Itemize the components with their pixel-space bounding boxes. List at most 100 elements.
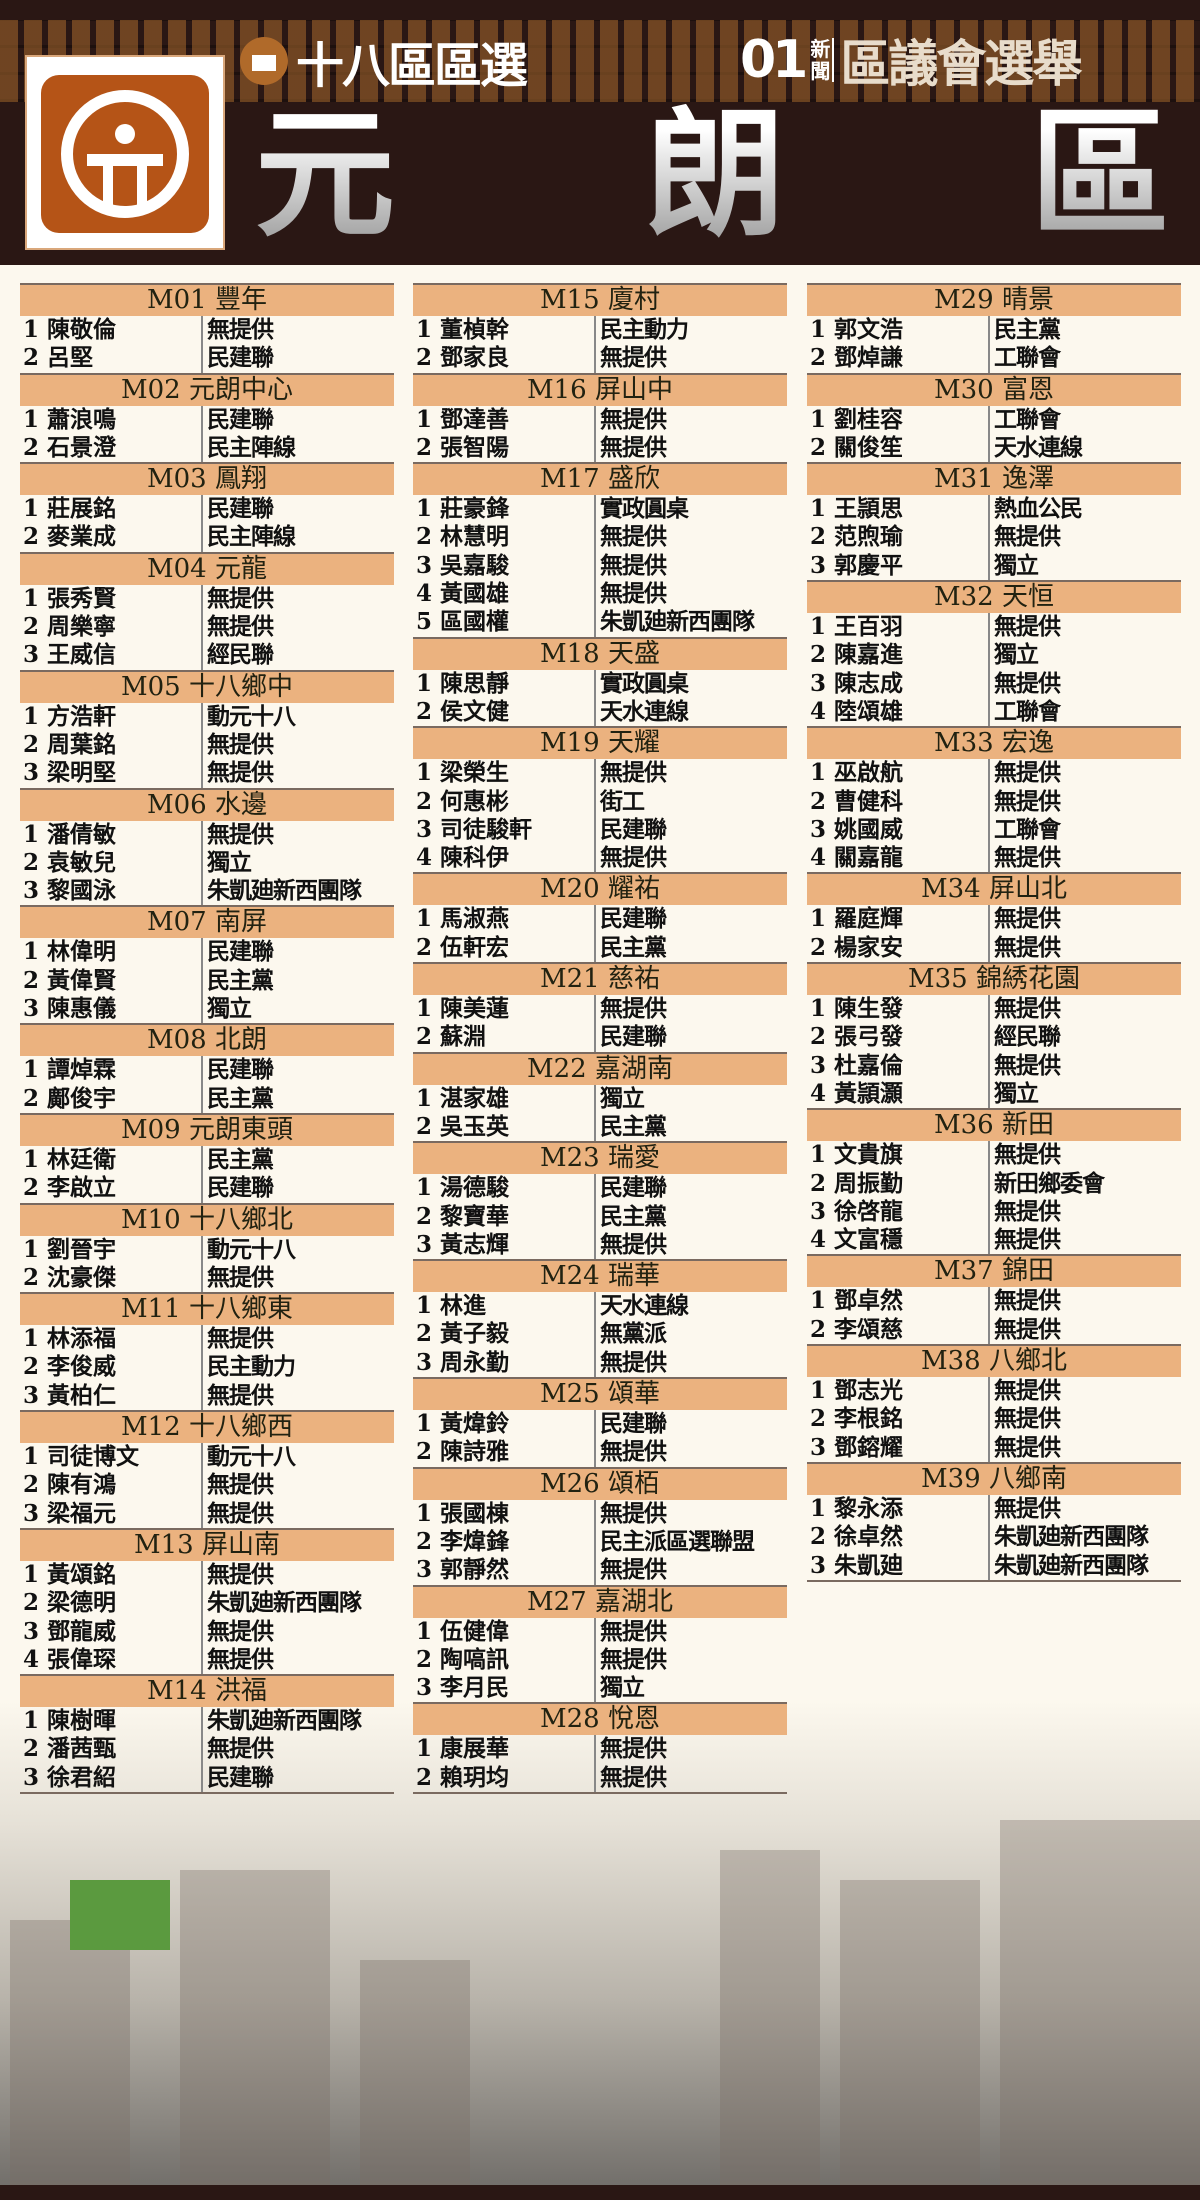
candidate-name: 2 李根銘 — [807, 1405, 990, 1434]
candidate-row: 3 梁福元 無提供 — [20, 1499, 394, 1528]
constituency-header: M22 嘉湖南 — [413, 1051, 787, 1085]
candidate-party: 無提供 — [600, 1617, 667, 1645]
candidate-party: 無提供 — [994, 669, 1061, 697]
candidate-row: 2 黎寶華 民主黨 — [413, 1202, 787, 1231]
candidate-row: 3 郭慶平 獨立 — [807, 551, 1181, 581]
candidate-party: 朱凱廸新西團隊 — [207, 877, 362, 905]
candidate-party: 動元十八 — [207, 1443, 296, 1471]
candidate-row: 3 李月民 獨立 — [413, 1674, 787, 1703]
candidate-name: 1 張國棟 — [413, 1499, 596, 1528]
candidate-name: 3 姚國威 — [807, 815, 990, 845]
candidate-row: 3 陳志成 無提供 — [807, 669, 1181, 698]
candidate-party: 實政圓桌 — [600, 669, 689, 697]
constituency-header: M36 新田 — [807, 1108, 1181, 1142]
candidate-row: 2 李根銘 無提供 — [807, 1405, 1181, 1434]
candidate-party: 無提供 — [994, 1141, 1061, 1169]
candidate-name: 1 鄧志光 — [807, 1377, 990, 1406]
candidate-party: 民建聯 — [600, 815, 667, 843]
candidate-row: 2 梁德明 朱凱廸新西團隊 — [20, 1589, 394, 1618]
candidate-name: 2 鄧焯謙 — [807, 344, 990, 373]
constituency-header: M04 元龍 — [20, 551, 394, 585]
candidate-row: 2 張智陽 無提供 — [413, 433, 787, 463]
constituency-header: M14 洪福 — [20, 1674, 394, 1708]
candidate-row: 1 王頴思 熱血公民 — [807, 495, 1181, 524]
constituency-header: M05 十八鄉中 — [20, 669, 394, 703]
candidate-name: 1 林偉明 — [20, 938, 203, 967]
candidate-row: 2 關俊笙 天水連線 — [807, 433, 1181, 463]
candidate-party: 無黨派 — [600, 1320, 667, 1348]
candidate-row: 1 陳生發 無提供 — [807, 995, 1181, 1024]
candidate-row: 1 譚焯霖 民建聯 — [20, 1056, 394, 1085]
constituency-header: M30 富恩 — [807, 372, 1181, 406]
candidate-party: 無提供 — [600, 1763, 667, 1791]
candidate-party: 無提供 — [207, 730, 274, 758]
candidate-party: 無提供 — [600, 1348, 667, 1376]
candidate-name: 4 陸頌雄 — [807, 697, 990, 727]
candidate-row: 1 張秀賢 無提供 — [20, 584, 394, 614]
candidate-party: 無提供 — [994, 523, 1061, 551]
candidate-row: 4 黃頴灝 獨立 — [807, 1079, 1181, 1109]
candidate-row: 3 朱凱廸 朱凱廸新西團隊 — [807, 1551, 1181, 1580]
candidate-row: 5 區國權 朱凱廸新西團隊 — [413, 608, 787, 637]
constituency-header: M38 八鄉北 — [807, 1344, 1181, 1378]
constituency-header: M17 盛欣 — [413, 462, 787, 496]
candidate-name: 3 吳嘉駿 — [413, 551, 596, 581]
candidate-name: 2 沈豪傑 — [20, 1263, 203, 1293]
candidate-row: 3 吳嘉駿 無提供 — [413, 551, 787, 581]
candidate-row: 1 黃煒鈴 民建聯 — [413, 1410, 787, 1439]
candidate-party: 無提供 — [207, 1645, 274, 1673]
candidate-party: 獨立 — [600, 1084, 645, 1112]
candidate-row: 1 陳思靜 實政圓桌 — [413, 669, 787, 698]
candidate-party: 無提供 — [207, 1381, 274, 1409]
candidate-party: 獨立 — [994, 641, 1039, 669]
candidate-name: 5 區國權 — [413, 608, 596, 637]
candidate-row: 1 林進 天水連線 — [413, 1292, 787, 1321]
candidate-name: 2 曹健科 — [807, 787, 990, 816]
candidate-name: 3 郭慶平 — [807, 551, 990, 581]
constituency-header: M06 水邊 — [20, 787, 394, 821]
candidate-party: 民建聯 — [207, 405, 274, 433]
candidate-row: 2 周葉銘 無提供 — [20, 730, 394, 760]
candidate-row: 3 郭靜然 無提供 — [413, 1556, 787, 1585]
candidate-row: 1 梁榮生 無提供 — [413, 759, 787, 788]
candidate-row: 1 林偉明 民建聯 — [20, 938, 394, 967]
candidate-party: 天水連線 — [600, 697, 689, 725]
street-photo-background — [0, 1700, 1200, 2200]
candidate-row: 4 文富穩 無提供 — [807, 1226, 1181, 1255]
candidate-party: 獨立 — [994, 1079, 1039, 1107]
candidate-row: 3 黃柏仁 無提供 — [20, 1381, 394, 1411]
candidate-name: 2 林慧明 — [413, 523, 596, 552]
candidate-row: 2 何惠彬 街工 — [413, 787, 787, 816]
constituency-header: M37 錦田 — [807, 1254, 1181, 1288]
candidate-party: 無提供 — [994, 759, 1061, 787]
candidate-party: 天水連線 — [994, 433, 1083, 461]
candidate-party: 獨立 — [207, 848, 252, 876]
candidate-name: 2 石景澄 — [20, 433, 203, 463]
candidate-row: 3 陳惠儀 獨立 — [20, 995, 394, 1024]
candidate-name: 3 黃志輝 — [413, 1230, 596, 1260]
candidate-party: 經民聯 — [994, 1023, 1061, 1051]
candidate-party: 無提供 — [207, 1617, 274, 1645]
constituency-header: M32 天恒 — [807, 580, 1181, 614]
candidate-row: 2 黃子毅 無黨派 — [413, 1320, 787, 1349]
candidate-row: 1 陳敬倫 無提供 — [20, 316, 394, 345]
candidate-party: 獨立 — [994, 551, 1039, 579]
candidate-row: 2 李啟立 民建聯 — [20, 1174, 394, 1203]
page-title-char-2: 朗 — [645, 93, 786, 257]
candidate-name: 3 梁明堅 — [20, 759, 203, 788]
candidate-party: 無提供 — [600, 433, 667, 461]
candidate-name: 2 黃子毅 — [413, 1320, 596, 1349]
column-end-divider — [20, 1791, 394, 1794]
candidate-party: 無提供 — [994, 1494, 1061, 1522]
constituency-header: M10 十八鄉北 — [20, 1202, 394, 1236]
candidate-party: 朱凱廸新西團隊 — [994, 1551, 1149, 1579]
candidate-name: 1 鄧達善 — [413, 405, 596, 434]
candidate-name: 3 徐啓龍 — [807, 1197, 990, 1227]
candidate-name: 2 陳有鴻 — [20, 1471, 203, 1500]
candidate-row: 3 徐啓龍 無提供 — [807, 1197, 1181, 1227]
candidate-name: 2 麥業成 — [20, 523, 203, 552]
candidate-party: 無提供 — [207, 1735, 274, 1763]
candidate-party: 民建聯 — [207, 495, 274, 523]
candidate-row: 1 陳美蓮 無提供 — [413, 995, 787, 1024]
candidate-name: 2 楊家安 — [807, 933, 990, 963]
